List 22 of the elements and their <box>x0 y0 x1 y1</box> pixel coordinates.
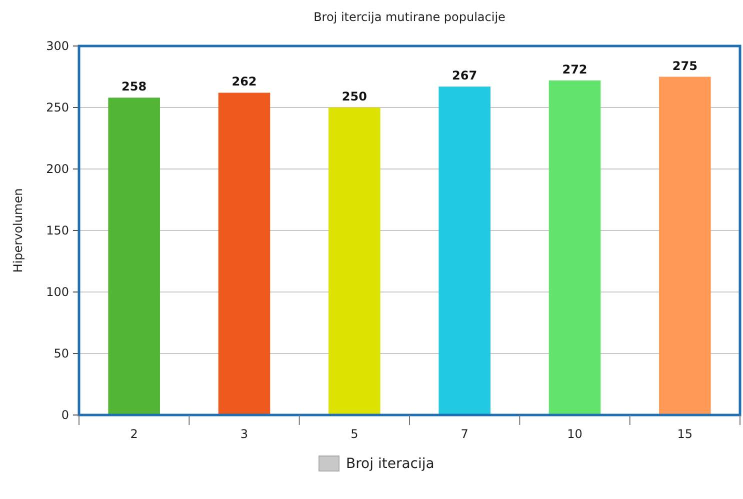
data-label: 258 <box>122 80 147 94</box>
x-tick-label: 5 <box>350 427 358 441</box>
data-label: 250 <box>342 90 367 104</box>
x-tick-label: 2 <box>130 427 138 441</box>
y-tick-label: 150 <box>46 224 69 238</box>
y-tick-label: 0 <box>61 408 69 422</box>
data-label: 275 <box>672 58 698 73</box>
chart-title: Broj itercija mutirane populacije <box>314 10 506 24</box>
y-axis-title: Hipervolumen <box>11 188 25 273</box>
data-label: 267 <box>452 68 478 83</box>
data-label: 262 <box>232 74 257 89</box>
y-tick-label: 50 <box>54 346 69 361</box>
x-tick-label: 7 <box>460 427 468 441</box>
y-tick-label: 250 <box>46 100 69 115</box>
y-tick-label: 200 <box>46 162 69 176</box>
text: Broj iteracija <box>346 456 434 472</box>
data-label: 272 <box>562 62 588 76</box>
y-tick-label: 100 <box>46 285 69 300</box>
x-tick-label: 15 <box>677 427 693 441</box>
x-tick-label: 3 <box>240 427 248 441</box>
y-tick-label: 300 <box>46 39 69 54</box>
x-tick-label: 10 <box>567 427 582 441</box>
